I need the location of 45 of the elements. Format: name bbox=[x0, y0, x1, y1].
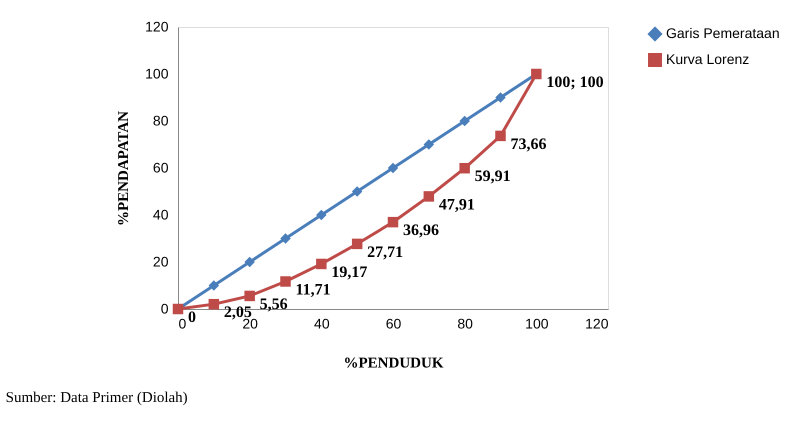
data-label: 19,17 bbox=[331, 264, 368, 281]
legend-label: Kurva Lorenz bbox=[666, 51, 750, 67]
point bbox=[244, 290, 255, 302]
point bbox=[495, 130, 506, 142]
x-tick-label: 60 bbox=[386, 316, 402, 332]
text: Sumber: Data Primer (Diolah) bbox=[6, 390, 188, 406]
data-label: 5,56 bbox=[260, 296, 288, 313]
x-tick-label: 120 bbox=[585, 316, 609, 332]
data-label: 36,96 bbox=[403, 222, 439, 240]
y-tick-label: 20 bbox=[152, 254, 169, 270]
x-tick-label: 0 bbox=[178, 316, 186, 332]
data-label: 27,71 bbox=[367, 244, 404, 261]
data-label: 11,71 bbox=[296, 281, 331, 298]
x-tick-label: 100 bbox=[525, 316, 549, 332]
point bbox=[459, 116, 470, 126]
x-axis-title: %PENDUDUK bbox=[344, 356, 444, 372]
point bbox=[244, 256, 255, 268]
point bbox=[280, 233, 291, 244]
y-tick-label: 100 bbox=[145, 66, 169, 82]
x-tick-label: 40 bbox=[314, 316, 330, 332]
point bbox=[459, 162, 470, 174]
point bbox=[316, 210, 327, 220]
x-tick-label: 80 bbox=[457, 316, 474, 332]
point bbox=[208, 280, 220, 291]
point bbox=[424, 191, 434, 202]
point bbox=[352, 186, 362, 197]
data-label: 73,66 bbox=[510, 136, 546, 153]
point bbox=[424, 139, 434, 150]
y-tick-label: 40 bbox=[152, 206, 169, 222]
y-axis-title: %PENDAPATAN bbox=[116, 110, 132, 226]
y-tick-label: 120 bbox=[145, 18, 169, 34]
legend-label: Garis Pemerataan bbox=[666, 25, 780, 41]
point bbox=[316, 258, 327, 270]
data-label: 59,91 bbox=[474, 168, 511, 186]
y-tick-label: 80 bbox=[152, 112, 169, 128]
point bbox=[388, 162, 398, 174]
y-tick-label: 60 bbox=[152, 160, 169, 176]
point bbox=[388, 216, 398, 228]
point bbox=[352, 238, 362, 250]
data-label: 100; 100 bbox=[546, 74, 604, 91]
y-tick-label: 0 bbox=[160, 300, 169, 316]
point bbox=[280, 276, 291, 287]
data-label: 47,91 bbox=[438, 196, 475, 214]
point bbox=[495, 92, 506, 103]
point bbox=[208, 298, 220, 310]
